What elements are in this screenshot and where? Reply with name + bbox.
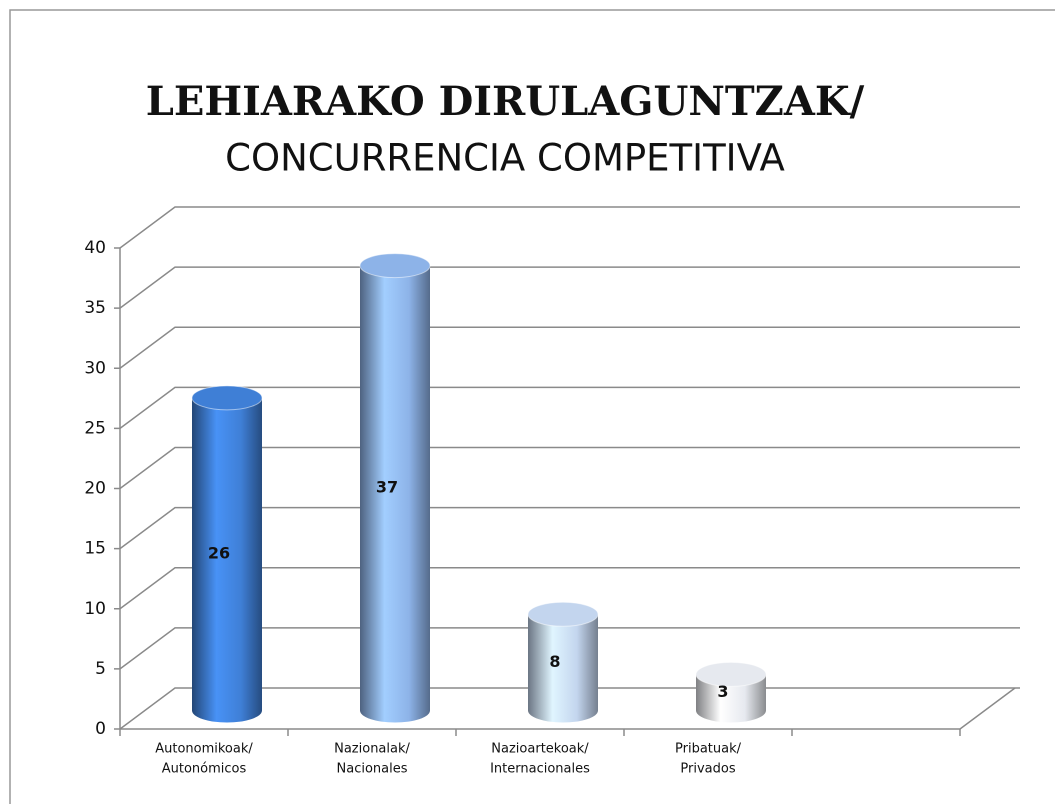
- grid-line: [119, 627, 1020, 670]
- data-label: 3: [717, 682, 728, 701]
- x-tick-label: Nazionalak/: [334, 742, 410, 757]
- x-tick-label: Autonomikoak/: [155, 742, 253, 757]
- chart-subtitle: CONCURRENCIA COMPETITIVA: [225, 137, 785, 180]
- grid-line: [119, 446, 1020, 490]
- chart-title: LEHIARAKO DIRULAGUNTZAK/: [146, 78, 865, 125]
- x-tick-label: Privados: [680, 762, 735, 777]
- grid-line: [119, 326, 1020, 369]
- bar-top: [191, 385, 263, 411]
- grid-line: [119, 506, 1020, 550]
- x-tick-label: Pribatuak/: [675, 742, 742, 757]
- y-tick-label: 20: [84, 479, 106, 499]
- grid-line: [119, 567, 1020, 610]
- y-tick-label: 40: [84, 238, 106, 258]
- data-label: 37: [376, 478, 398, 497]
- y-tick-label: 10: [84, 599, 106, 619]
- bar-top: [359, 253, 431, 279]
- data-label: 8: [549, 652, 560, 671]
- grid-line: [119, 266, 1020, 309]
- x-tick-label: Autonómicos: [162, 762, 247, 777]
- y-tick-label: 15: [84, 539, 106, 559]
- x-tick-label: Internacionales: [490, 762, 590, 777]
- y-tick-label: 35: [84, 298, 106, 318]
- bar-top: [527, 601, 599, 627]
- frame: [9, 9, 1055, 804]
- x-tick-label: Nazioartekoak/: [491, 742, 589, 757]
- bar: [528, 614, 598, 723]
- bar-top: [695, 661, 767, 687]
- y-tick-label: 0: [95, 719, 106, 739]
- bar: [192, 397, 262, 723]
- y-tick-label: 5: [95, 659, 106, 679]
- data-label: 26: [208, 544, 230, 563]
- x-tick-label: Nacionales: [337, 762, 408, 777]
- y-tick-label: 25: [84, 418, 106, 438]
- y-tick-label: 30: [84, 358, 106, 378]
- grid-line: [119, 206, 1020, 249]
- bar: [696, 674, 766, 723]
- bar: [360, 265, 430, 723]
- grid-line: [119, 386, 1020, 429]
